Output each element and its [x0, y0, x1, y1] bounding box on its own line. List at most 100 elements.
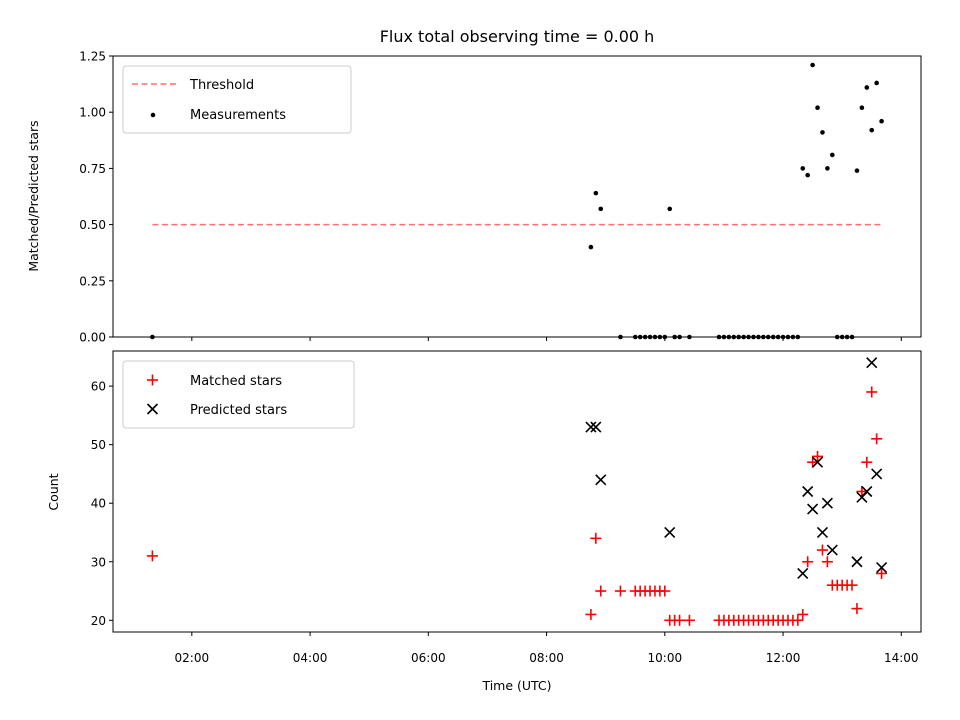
measurement-point	[588, 244, 594, 250]
y-tick-label: 30	[91, 555, 106, 569]
measurement-point	[652, 334, 658, 340]
matched-legend-label: Matched stars	[190, 374, 282, 389]
matched-star-point	[146, 550, 158, 562]
x-tick-label: 02:00	[175, 651, 210, 665]
predicted-star-point	[821, 497, 833, 509]
bottom-legend: Matched stars Predicted stars	[122, 360, 355, 429]
matched-star-point	[821, 556, 833, 568]
y-tick-label: 1.25	[79, 50, 106, 64]
matched-star-point	[807, 456, 819, 468]
predicted-star-point	[585, 421, 597, 433]
matched-star-point	[846, 579, 858, 591]
measurement-point	[849, 334, 855, 340]
chart-title: Flux total observing time = 0.00 h	[380, 27, 655, 46]
x-tick-label: 06:00	[411, 651, 446, 665]
predicted-legend-swatch	[146, 403, 159, 415]
predicted-star-point	[866, 357, 878, 369]
y-tick-label: 0.50	[79, 218, 106, 232]
predicted-star-point	[802, 485, 814, 498]
measurement-point	[716, 334, 722, 340]
x-tick-label: 12:00	[766, 651, 801, 665]
measurement-point	[854, 168, 860, 173]
measurement-point	[844, 334, 850, 340]
matched-star-point	[861, 456, 873, 468]
measurement-point	[598, 206, 604, 212]
measurement-point	[775, 334, 781, 340]
measurements-legend-swatch	[150, 112, 156, 118]
matched-star-point	[866, 386, 878, 398]
measurement-point	[825, 166, 830, 171]
measurement-point	[815, 105, 820, 111]
measurement-point	[657, 334, 663, 340]
measurement-point	[839, 334, 845, 340]
measurement-point	[874, 80, 879, 86]
matched-star-point	[812, 450, 824, 462]
matched-star-point	[659, 585, 671, 597]
bottom-panel: 20 30 40 50 60 02:00 04:00 06:00 08:00 10:00 12:0…	[46, 350, 922, 693]
matched-star-point	[590, 532, 602, 544]
predicted-legend-label: Predicted stars	[190, 403, 287, 418]
top-legend-box	[122, 65, 352, 134]
y-tick-label: 20	[91, 614, 106, 628]
measurement-point	[770, 334, 776, 340]
predicted-star-point	[664, 526, 676, 539]
matched-star-point	[614, 585, 626, 597]
threshold-legend-label: Threshold	[189, 78, 254, 93]
y-tick-label: 0.75	[79, 162, 106, 176]
measurement-point	[810, 62, 815, 68]
measurement-point	[751, 334, 756, 340]
measurement-point	[618, 334, 623, 340]
predicted-star-point	[851, 556, 863, 568]
measurement-point	[746, 334, 751, 340]
measurement-point	[795, 334, 801, 340]
top-panel: 0.00 0.25 0.50 0.75 1.00 1.25 Matched/Predict…	[26, 50, 922, 345]
x-axis-label: Time (UTC)	[481, 678, 551, 693]
matched-star-point	[674, 614, 686, 626]
y-tick-label: 50	[91, 438, 106, 452]
measurement-point	[741, 334, 746, 340]
measurement-point	[150, 334, 155, 340]
measurement-point	[736, 334, 742, 340]
y-tick-label: 0.00	[79, 331, 106, 345]
measurement-point	[830, 152, 835, 158]
measurement-point	[869, 127, 875, 133]
measurement-point	[761, 334, 766, 340]
bottom-y-ticks: 20 30 40 50 60	[91, 380, 113, 628]
measurement-point	[864, 85, 870, 90]
measurement-point	[632, 334, 638, 340]
x-tick-label: 14:00	[884, 651, 919, 665]
matched-star-point	[595, 585, 607, 597]
y-tick-label: 60	[91, 380, 106, 394]
measurement-point	[785, 334, 791, 340]
x-tick-label: 08:00	[529, 651, 564, 665]
measurements-points	[150, 62, 884, 340]
measurement-point	[721, 334, 727, 340]
measurement-point	[731, 334, 737, 340]
predicted-star-point	[797, 567, 809, 580]
measurement-point	[642, 334, 648, 340]
bottom-y-axis-label: Count	[46, 473, 61, 510]
predicted-star-point	[811, 456, 824, 468]
predicted-star-point	[816, 526, 829, 539]
measurement-point	[805, 172, 810, 178]
measurements-legend-label: Measurements	[190, 108, 286, 123]
top-legend: Threshold Measurements	[122, 65, 352, 134]
x-tick-label: 10:00	[648, 651, 683, 665]
predicted-star-point	[861, 485, 873, 498]
measurement-point	[834, 334, 840, 340]
matched-star-point	[792, 614, 804, 626]
matched-star-point	[856, 486, 868, 497]
matched-star-point	[816, 544, 828, 556]
predicted-star-point	[826, 544, 838, 556]
y-tick-label: 0.25	[79, 274, 106, 288]
measurement-point	[879, 118, 884, 124]
top-y-axis-label: Matched/Predicted stars	[26, 120, 41, 271]
measurement-point	[820, 130, 825, 135]
matched-star-point	[851, 603, 863, 615]
measurement-point	[637, 334, 643, 340]
predicted-star-point	[595, 474, 607, 486]
measurement-point	[593, 190, 599, 196]
y-tick-label: 40	[91, 497, 106, 511]
matched-star-point	[876, 567, 888, 579]
